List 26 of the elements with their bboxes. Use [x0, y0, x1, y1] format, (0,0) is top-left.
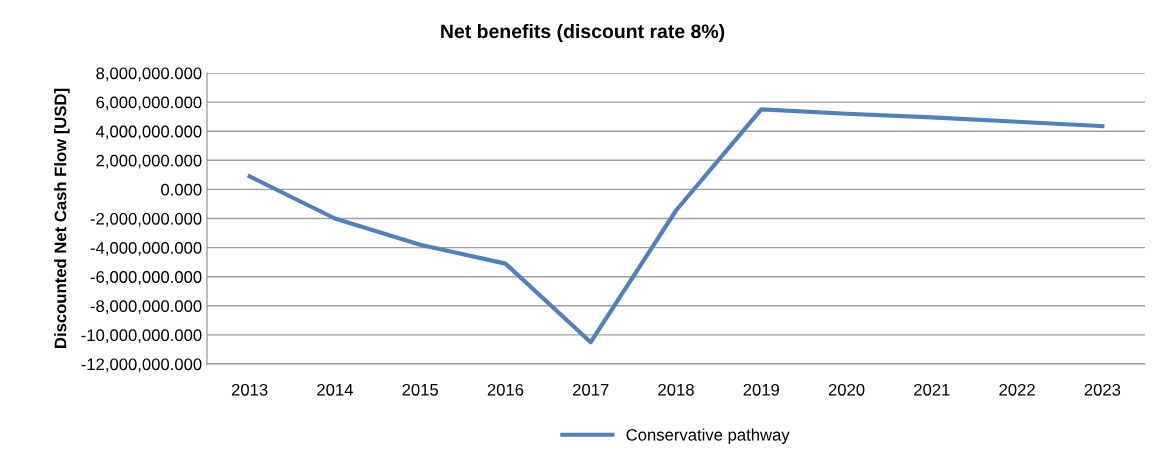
x-tick-label: 2016 [487, 383, 524, 396]
x-tick-label: 2023 [1084, 383, 1121, 396]
y-tick-label: -6,000,000.000 [90, 271, 202, 285]
x-tick-label: 2015 [402, 383, 439, 396]
y-tick-label: -12,000,000.000 [81, 358, 202, 373]
x-tick-label: 2018 [658, 383, 694, 396]
x-tick-label: 2022 [999, 383, 1035, 396]
x-tick-label: 2019 [743, 383, 780, 396]
y-tick-label: 0.000 [161, 183, 202, 196]
x-tick-label: 2013 [231, 383, 268, 396]
line-series [247, 107, 1105, 345]
legend-label: Conservative pathway [626, 428, 790, 445]
y-tick-label: -2,000,000.000 [90, 212, 202, 227]
y-tick-label: 8,000,000.000 [96, 67, 202, 82]
y-tick-label: -10,000,000.000 [81, 329, 202, 344]
x-tick-label: 2017 [573, 383, 609, 396]
y-tick-label: 6,000,000.000 [96, 96, 202, 111]
x-tick-label: 2020 [828, 383, 865, 396]
chart-title: Net benefits (discount rate 8%) [441, 23, 725, 43]
x-tick-label: 2021 [914, 383, 950, 396]
y-tick-label: -4,000,000.000 [90, 242, 202, 256]
y-tick-label: 2,000,000.000 [96, 154, 202, 169]
y-tick-label: 4,000,000.000 [95, 125, 202, 140]
y-axis-title: Discounted Net Cash Flow [USD] [54, 88, 70, 348]
x-tick-label: 2014 [317, 383, 353, 396]
y-tick-label: -8,000,000.000 [90, 300, 202, 314]
